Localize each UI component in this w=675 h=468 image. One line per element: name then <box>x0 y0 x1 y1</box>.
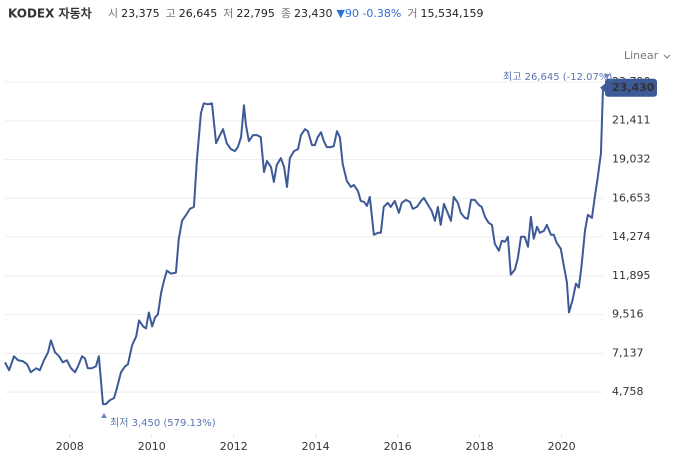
plot: 23,430 <box>4 78 657 406</box>
x-tick-label: 2014 <box>302 440 330 453</box>
high-marker <box>604 74 610 79</box>
stat-label: 종 <box>281 7 291 20</box>
last-value-label: 23,430 <box>612 81 655 94</box>
stat-value: 23,430 <box>294 7 333 20</box>
chart-title: KODEX 자동차 <box>8 6 92 21</box>
high-annotation: 최고 26,645 (-12.07%) <box>503 71 612 83</box>
stat-value: 22,795 <box>236 7 275 20</box>
stats-line: 시 23,375 고 26,645 저 22,795 종 23,430 ▼90 -0.38% 거 1… <box>108 7 484 20</box>
x-tick-label: 2016 <box>384 440 412 453</box>
x-tick-label: 2010 <box>138 440 166 453</box>
scale-label[interactable]: Linear <box>624 49 659 62</box>
y-tick-label: 7,137 <box>612 346 644 359</box>
stat-label: 거 <box>407 7 417 20</box>
price-line <box>4 87 604 406</box>
stat-value: 26,645 <box>179 7 218 20</box>
y-tick-label: 21,411 <box>612 114 651 127</box>
low-annotation: 최저 3,450 (579.13%) <box>110 417 216 429</box>
low-marker <box>101 413 107 418</box>
stats: 시 23,375 고 26,645 저 22,795 종 23,430 ▼90 -0.38% 거 1… <box>108 7 484 20</box>
y-tick-label: 11,895 <box>612 269 651 282</box>
x-tick-label: 2018 <box>466 440 494 453</box>
stat-value: 90 -0.38% <box>345 7 401 20</box>
y-tick-label: 14,274 <box>612 230 651 243</box>
x-tick-label: 2012 <box>220 440 248 453</box>
last-value-box <box>605 78 657 97</box>
y-tick-label: 19,032 <box>612 152 651 165</box>
chevron[interactable] <box>663 54 671 59</box>
stat-value: 15,534,159 <box>421 7 484 20</box>
stat-label: 고 <box>166 7 176 20</box>
y-tick-label: 9,516 <box>612 308 644 321</box>
scale-select[interactable]: Linear <box>624 49 671 62</box>
last-value-pointer <box>600 82 606 93</box>
stat-label: 저 <box>223 7 233 20</box>
x-tick-label: 2020 <box>548 440 576 453</box>
y-tick-label: 16,653 <box>612 191 651 204</box>
x-tick-label: 2008 <box>56 440 84 453</box>
stat-label: ▼ <box>337 7 346 20</box>
stat-value: 23,375 <box>121 7 160 20</box>
y-tick-label: 4,758 <box>612 385 644 398</box>
stat-label: 시 <box>108 7 118 20</box>
